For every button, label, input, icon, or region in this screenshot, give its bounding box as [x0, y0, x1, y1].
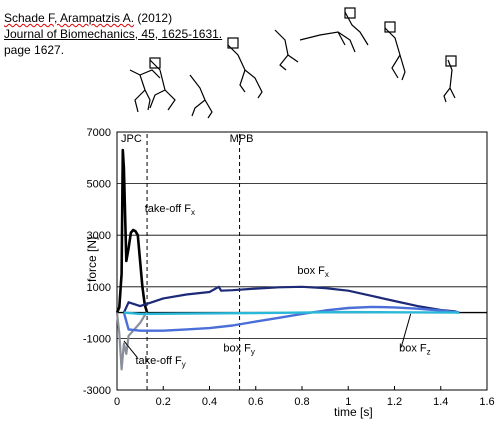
y-axis-label: force [N]	[85, 237, 99, 282]
y-tick-labels: 7000 5000 3000 1000 -1000 -3000	[83, 127, 111, 397]
y-tick-label: 7000	[87, 127, 111, 139]
y-tick-label: 5000	[87, 179, 111, 191]
y-tick-label: -3000	[83, 385, 111, 397]
x-tick-label: 1.6	[479, 396, 494, 408]
stick-figure-limb	[139, 69, 161, 79]
series-annotation: box Fx	[297, 265, 329, 279]
series-line-1	[115, 148, 149, 314]
stick-figure-limb	[337, 31, 356, 53]
stick-figures-illustration	[129, 7, 457, 119]
x-tick-label: 0.4	[202, 396, 217, 408]
citation: Schade F, Arampatzis A. (2012) Journal o…	[4, 10, 222, 58]
series-annotation: take-off Fy	[136, 355, 186, 369]
marker-label-mpb: MPB	[230, 133, 254, 145]
x-tick-label: 0	[114, 396, 120, 408]
annotation-leader	[123, 340, 138, 359]
stick-figure-limb	[279, 54, 289, 71]
stick-figure-head	[149, 57, 161, 69]
series-annotations: take-off Fx box Fx take-off Fy box Fy box Fz	[123, 203, 431, 369]
x-axis-label: time [s]	[334, 405, 373, 419]
x-tick-label: 0.2	[156, 396, 171, 408]
stick-figure-limb	[191, 99, 206, 117]
x-tick-label: 1.4	[433, 396, 448, 408]
stick-figure-limb	[134, 89, 146, 113]
x-tick-label: 1	[345, 396, 351, 408]
stick-figure-limb	[299, 31, 346, 46]
series-annotation: box Fy	[223, 342, 255, 356]
stick-figure-limb	[344, 11, 369, 46]
stick-figure-limb	[227, 44, 263, 99]
citation-volume-pages[interactable]: , 45, 1625-1631.	[134, 27, 223, 41]
y-tick-label: -1000	[83, 333, 111, 345]
stick-figure-head	[384, 21, 396, 33]
x-tick-label: 0.6	[248, 396, 263, 408]
series-line-4	[122, 305, 460, 332]
citation-year: (2012)	[134, 11, 173, 25]
series-line-5	[123, 310, 460, 316]
y-tick-label: 3000	[87, 230, 111, 242]
stick-figure-head	[344, 7, 356, 19]
stick-figure-limb	[149, 89, 166, 109]
stick-figure-limb	[239, 69, 246, 93]
citation-journal-link[interactable]: Journal of Biomechanics	[4, 27, 135, 41]
plot-frame	[116, 131, 488, 391]
series-annotation: box Fz	[399, 342, 431, 356]
series-line-2	[122, 285, 460, 314]
citation-authors: Schade F, Arampatzis A.	[4, 11, 135, 25]
stick-figure-limb	[274, 29, 299, 63]
stick-figure-limb	[391, 54, 401, 79]
event-markers: JPC MPB	[121, 133, 253, 390]
x-tick-label: 0.8	[294, 396, 309, 408]
stick-figure-limb	[447, 59, 456, 99]
stick-figure-head	[227, 37, 239, 49]
series-lines	[115, 148, 460, 371]
x-tick-labels: 0 0.2 0.4 0.6 0.8 1 1.2 1.4 1.6	[114, 386, 495, 408]
chart: 7000 5000 3000 1000 -1000 -3000 0 0.2 0.4 0.6 0.8…	[83, 127, 495, 419]
annotation-leader	[400, 313, 412, 348]
marker-label-jpc: JPC	[121, 133, 142, 145]
stick-figure-limb	[129, 69, 151, 111]
stick-figure-limb	[443, 87, 451, 103]
y-tick-label: 1000	[87, 282, 111, 294]
series-annotation: take-off Fx	[145, 203, 195, 217]
x-tick-label: 1.2	[387, 396, 402, 408]
stick-figure-head	[445, 55, 457, 67]
citation-page: page 1627.	[4, 43, 65, 57]
